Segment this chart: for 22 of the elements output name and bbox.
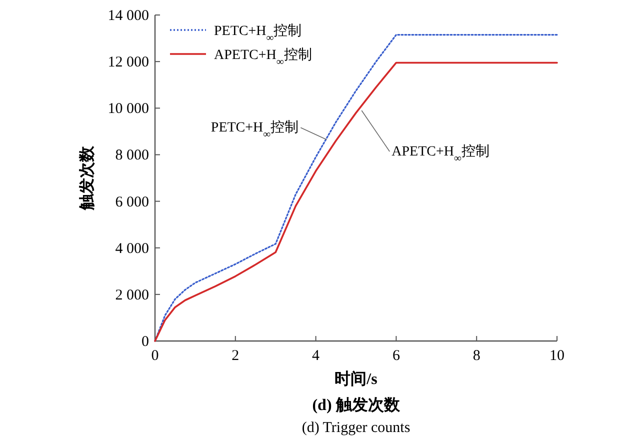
legend-label: APETC+H$_{∞}$控制 <box>214 47 312 68</box>
y-tick-label: 2 000 <box>115 287 149 304</box>
annotation: PETC+H$_{∞}$控制 <box>210 120 299 140</box>
x-tick-label: 2 <box>232 348 240 364</box>
text: (d) 触发次数 <box>312 396 401 414</box>
x-tick-label: 10 <box>550 348 564 364</box>
text: (d) Trigger counts <box>302 420 410 436</box>
x-axis-title: 时间/s <box>334 370 378 388</box>
y-tick-label: 0 <box>142 334 149 350</box>
y-axis-title: 触发次数 <box>78 145 96 211</box>
y-tick-label: 8 000 <box>115 148 149 164</box>
y-tick-label: 4 000 <box>115 240 149 257</box>
annotation: APETC+H$_{∞}$控制 <box>392 143 490 164</box>
x-tick-label: 6 <box>392 348 400 364</box>
y-tick-label: 6 000 <box>115 194 149 210</box>
x-tick-label: 0 <box>151 348 159 364</box>
y-tick-label: 10 000 <box>108 101 149 118</box>
y-tick-label: 14 000 <box>108 8 149 24</box>
legend-label: PETC+H$_{∞}$控制 <box>214 23 302 44</box>
x-tick-label: 8 <box>472 348 480 364</box>
x-tick-label: 4 <box>312 348 320 364</box>
y-tick-label: 12 000 <box>108 54 149 71</box>
